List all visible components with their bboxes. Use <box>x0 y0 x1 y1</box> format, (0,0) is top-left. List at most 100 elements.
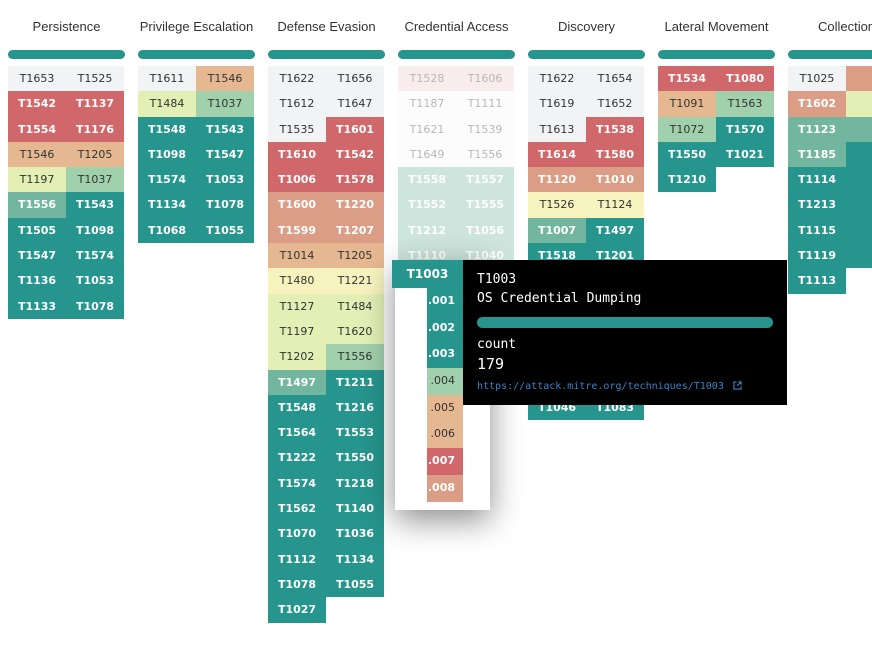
technique-cell[interactable] <box>846 167 872 193</box>
technique-cell[interactable]: T1078 <box>66 293 124 319</box>
technique-cell[interactable]: T1037 <box>196 91 254 117</box>
tactic-title[interactable]: Credential Access <box>404 19 509 34</box>
subtechnique-cell[interactable]: .006 <box>427 421 463 449</box>
technique-cell[interactable]: T1176 <box>66 116 124 142</box>
technique-cell[interactable]: T1078 <box>196 192 254 218</box>
technique-cell[interactable]: T1123 <box>788 116 846 142</box>
technique-cell[interactable]: T1220 <box>326 192 384 218</box>
technique-cell[interactable]: T1098 <box>66 217 124 244</box>
technique-cell[interactable]: T1535 <box>268 116 326 142</box>
technique-cell[interactable]: T1612 <box>268 91 326 117</box>
technique-cell[interactable]: T1134 <box>138 192 196 218</box>
technique-cell[interactable]: T1602 <box>788 91 846 117</box>
technique-cell[interactable]: T1548 <box>138 116 196 142</box>
technique-cell[interactable]: T1070 <box>268 521 326 547</box>
technique-cell[interactable]: T1205 <box>66 141 124 168</box>
technique-cell[interactable]: T1036 <box>326 521 384 547</box>
technique-cell[interactable]: T1554 <box>8 116 66 142</box>
technique-cell[interactable]: T1555 <box>456 192 514 218</box>
subtechnique-cell[interactable]: .004 <box>427 368 463 395</box>
technique-cell[interactable]: T1578 <box>326 167 384 193</box>
technique-cell[interactable]: T1622 <box>268 66 326 92</box>
technique-cell[interactable] <box>846 243 872 269</box>
technique-cell[interactable]: T1539 <box>456 116 514 142</box>
tooltip-technique-link[interactable]: https://attack.mitre.org/techniques/T100… <box>477 381 742 392</box>
technique-cell[interactable]: T1497 <box>268 369 326 395</box>
technique-cell[interactable]: T1543 <box>196 116 254 142</box>
technique-cell[interactable] <box>846 66 872 92</box>
technique-cell[interactable]: T1112 <box>268 546 326 572</box>
technique-cell[interactable]: T1553 <box>326 420 384 446</box>
technique-cell[interactable]: T1547 <box>8 243 66 269</box>
technique-cell[interactable]: T1563 <box>716 91 774 117</box>
technique-cell[interactable]: T1653 <box>8 66 66 92</box>
technique-cell[interactable]: T1055 <box>326 571 384 598</box>
technique-cell[interactable]: T1542 <box>326 141 384 168</box>
technique-cell[interactable]: T1218 <box>326 470 384 497</box>
technique-cell[interactable]: T1497 <box>586 217 644 244</box>
technique-cell[interactable]: T1543 <box>66 192 124 218</box>
technique-cell[interactable]: T1056 <box>456 217 514 244</box>
technique-cell[interactable]: T1210 <box>658 167 716 193</box>
technique-cell[interactable]: T1078 <box>268 571 326 598</box>
technique-cell[interactable]: T1564 <box>268 420 326 446</box>
technique-cell[interactable]: T1613 <box>528 116 586 142</box>
tactic-title[interactable]: Lateral Movement <box>664 19 769 34</box>
technique-cell[interactable]: T1538 <box>586 116 644 142</box>
technique-cell[interactable]: T1006 <box>268 167 326 193</box>
technique-cell[interactable]: T1556 <box>8 192 66 218</box>
technique-cell[interactable]: T1621 <box>398 116 456 142</box>
technique-cell[interactable]: T1053 <box>196 167 254 193</box>
technique-cell[interactable] <box>846 192 872 218</box>
technique-cell[interactable]: T1007 <box>528 217 586 244</box>
technique-cell[interactable]: T1552 <box>398 192 456 218</box>
technique-cell[interactable]: T1556 <box>326 344 384 370</box>
technique-cell[interactable]: T1212 <box>398 217 456 244</box>
technique-cell[interactable]: T1526 <box>528 192 586 218</box>
technique-cell[interactable]: T1014 <box>268 243 326 269</box>
technique-cell[interactable]: T1599 <box>268 217 326 244</box>
technique-cell[interactable]: T1614 <box>528 141 586 168</box>
technique-cell[interactable]: T1574 <box>66 243 124 269</box>
technique-cell[interactable]: T1610 <box>268 141 326 168</box>
technique-cell[interactable]: T1606 <box>456 66 514 92</box>
subtechnique-cell[interactable]: .008 <box>427 474 463 502</box>
technique-cell[interactable]: T1055 <box>196 217 254 244</box>
technique-cell[interactable]: T1570 <box>716 116 774 142</box>
technique-cell[interactable]: T1556 <box>456 141 514 168</box>
technique-cell[interactable]: T1611 <box>138 66 196 92</box>
technique-cell[interactable]: T1558 <box>398 167 456 193</box>
technique-cell[interactable]: T1115 <box>788 217 846 244</box>
technique-cell[interactable]: T1221 <box>326 268 384 294</box>
technique-cell[interactable]: T1601 <box>326 116 384 142</box>
technique-cell[interactable]: T1124 <box>586 192 644 218</box>
subtechnique-cell[interactable]: .002 <box>427 314 463 342</box>
technique-cell[interactable]: T1574 <box>268 470 326 497</box>
technique-cell[interactable]: T1098 <box>138 141 196 168</box>
technique-cell[interactable]: T1197 <box>268 318 326 345</box>
technique-cell[interactable]: T1213 <box>788 192 846 218</box>
technique-cell[interactable]: T1091 <box>658 91 716 117</box>
technique-cell[interactable]: T1072 <box>658 116 716 142</box>
technique-cell[interactable]: T1580 <box>586 141 644 168</box>
subtechnique-cell[interactable]: .005 <box>427 394 463 422</box>
technique-cell[interactable]: T1654 <box>586 66 644 92</box>
technique-cell[interactable]: T1216 <box>326 394 384 421</box>
technique-cell[interactable]: T1140 <box>326 496 384 522</box>
technique-cell[interactable]: T1550 <box>658 141 716 168</box>
technique-cell[interactable]: T1111 <box>456 91 514 117</box>
technique-cell[interactable]: T1134 <box>326 546 384 572</box>
technique-cell[interactable]: T1550 <box>326 445 384 471</box>
tactic-title[interactable]: Discovery <box>557 19 616 34</box>
technique-cell[interactable]: T1622 <box>528 66 586 92</box>
technique-cell[interactable]: T1025 <box>788 66 846 92</box>
technique-cell[interactable]: T1600 <box>268 192 326 218</box>
technique-cell[interactable]: T1557 <box>456 167 514 193</box>
technique-cell[interactable] <box>846 141 872 168</box>
technique-cell[interactable]: T1528 <box>398 66 456 92</box>
technique-cell[interactable]: T1619 <box>528 91 586 117</box>
technique-cell[interactable]: T1185 <box>788 141 846 168</box>
technique-cell[interactable]: T1484 <box>138 91 196 117</box>
technique-cell[interactable]: T1080 <box>716 66 774 92</box>
technique-cell[interactable]: T1547 <box>196 141 254 168</box>
